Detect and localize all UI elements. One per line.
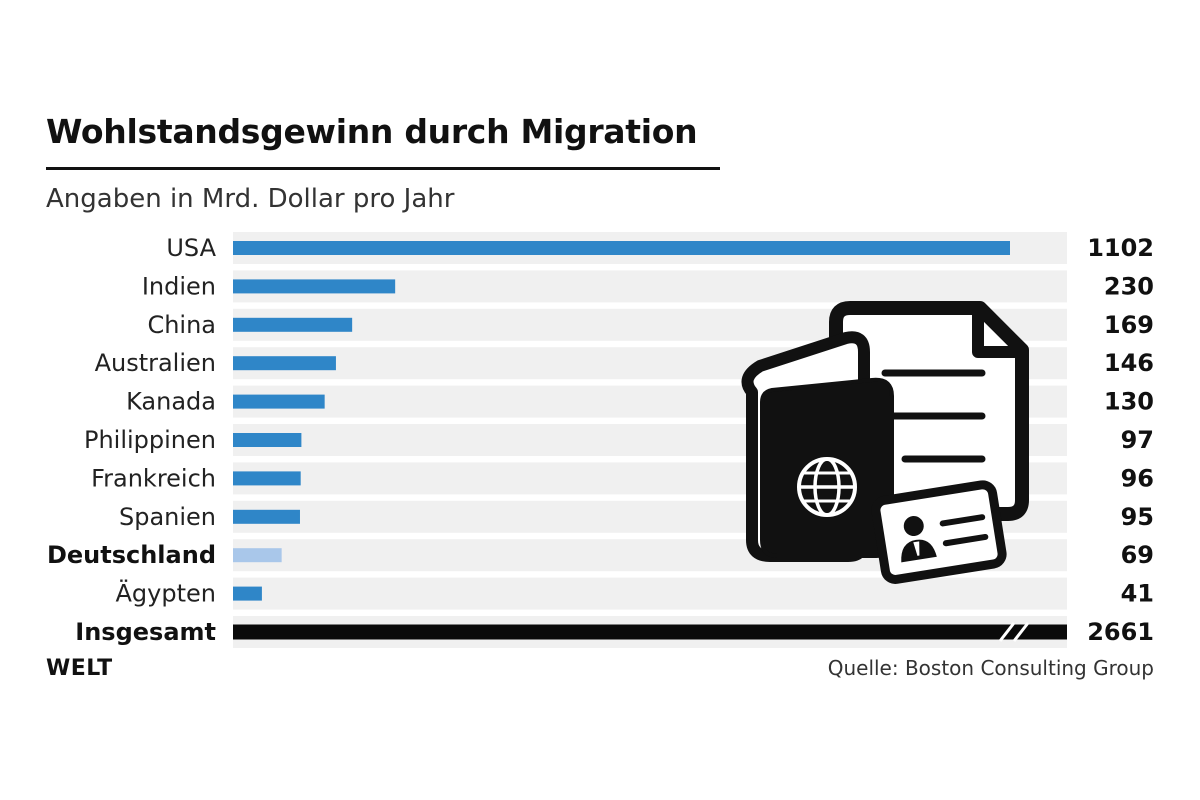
bar-frankreich — [233, 471, 301, 486]
value-label: 95 — [1121, 503, 1154, 531]
row-track — [233, 577, 1067, 610]
category-label: Indien — [142, 272, 216, 300]
chart-subtitle: Angaben in Mrd. Dollar pro Jahr — [46, 184, 455, 214]
axis-break-slash — [998, 622, 1016, 642]
category-label: Kanada — [126, 388, 216, 416]
value-label: 130 — [1104, 388, 1154, 416]
category-label: Philippinen — [84, 426, 216, 454]
axis-break-slash — [1012, 622, 1030, 642]
category-label: Australien — [95, 349, 216, 377]
bar-indien — [233, 279, 396, 294]
source-note: Quelle: Boston Consulting Group — [827, 656, 1154, 680]
category-label: Insgesamt — [75, 618, 216, 646]
bar-insgesamt — [233, 624, 1067, 640]
value-label: 41 — [1121, 580, 1154, 608]
bar-australien — [233, 356, 336, 371]
value-label: 96 — [1121, 464, 1154, 492]
bar-ägypten — [233, 586, 262, 601]
bar-china — [233, 317, 353, 332]
value-label: 230 — [1104, 272, 1154, 300]
value-label: 169 — [1104, 311, 1154, 339]
bar-philippinen — [233, 433, 302, 447]
category-label: China — [147, 311, 216, 339]
bar-spanien — [233, 509, 300, 524]
category-label: Ägypten — [116, 579, 216, 608]
title-underline — [46, 167, 720, 170]
category-label: USA — [166, 234, 216, 262]
value-labels: 1102 230 169 146 130 97 96 95 69 41 2661 — [1087, 234, 1154, 646]
value-label: 146 — [1104, 349, 1154, 377]
category-label: Spanien — [119, 503, 216, 531]
axis-break-marks — [998, 622, 1030, 642]
value-label: 2661 — [1087, 618, 1154, 646]
category-label: Deutschland — [47, 541, 216, 569]
bar-kanada — [233, 394, 325, 409]
value-label: 97 — [1121, 426, 1154, 454]
bar-usa — [233, 241, 1010, 255]
passport-documents-id-card-icon — [741, 301, 1029, 584]
bars — [233, 241, 1067, 640]
chart-title: Wohlstandsgewinn durch Migration — [46, 112, 698, 151]
category-label: Frankreich — [91, 464, 216, 492]
value-label: 1102 — [1087, 234, 1154, 262]
value-label: 69 — [1121, 541, 1154, 569]
category-labels: USA Indien China Australien Kanada Philippine… — [47, 234, 217, 646]
bar-deutschland — [233, 548, 282, 563]
welt-logo: WELT — [46, 656, 113, 681]
